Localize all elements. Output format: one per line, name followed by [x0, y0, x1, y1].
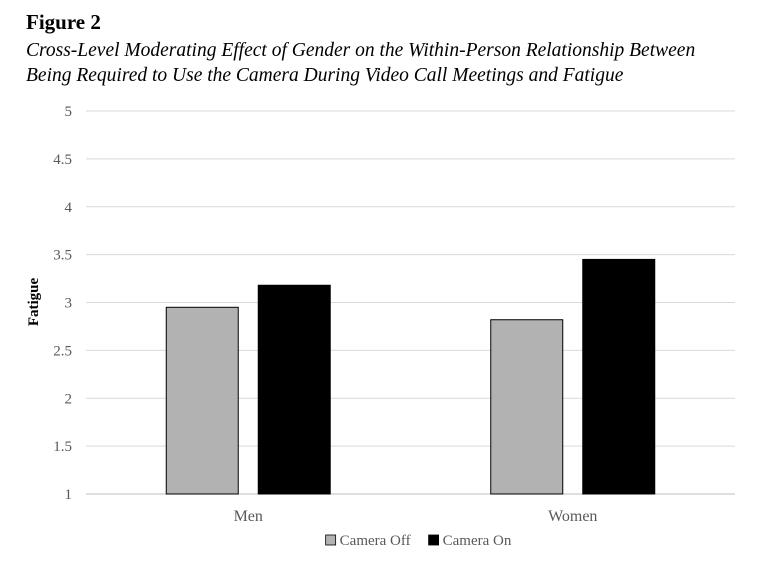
y-tick-label: 3.5 — [53, 248, 72, 264]
legend-swatch — [428, 534, 440, 546]
bar-camera-off-men — [165, 306, 239, 495]
y-axis-tick-labels: 1 1.5 2 2.5 3 3.5 4 4.5 5 — [53, 104, 72, 503]
y-tick-label: 2.5 — [53, 343, 72, 359]
figure-caption: Cross-Level Moderating Effect of Gender … — [26, 38, 751, 88]
y-tick-label: 5 — [65, 104, 73, 120]
legend-swatch — [325, 534, 337, 546]
bar-camera-off-women — [490, 319, 564, 495]
figure-caption-line-1: Cross-Level Moderating Effect of Gender … — [26, 40, 696, 61]
legend-item-camera-off: Camera Off — [325, 533, 411, 549]
x-tick-label: Women — [548, 508, 597, 525]
legend: Camera Off Camera On — [325, 533, 512, 549]
bar-camera-on-women — [582, 258, 656, 495]
y-tick-label: 3 — [65, 296, 73, 312]
y-tick-label: 1.5 — [53, 439, 72, 455]
x-axis-tick-labels: Men Women — [234, 508, 598, 525]
legend-label: Camera Off — [340, 533, 411, 549]
bars — [165, 258, 656, 495]
x-tick-label: Men — [234, 508, 263, 525]
bar-camera-on-men — [257, 284, 331, 495]
y-axis-label: Fatigue — [26, 277, 42, 326]
legend-item-camera-on: Camera On — [428, 533, 512, 549]
y-tick-label: 4.5 — [53, 152, 72, 168]
y-tick-label: 4 — [65, 200, 73, 216]
figure-caption-line-2: Being Required to Use the Camera During … — [26, 65, 624, 86]
y-tick-label: 2 — [65, 391, 73, 407]
y-tick-label: 1 — [65, 487, 73, 503]
figure-label: Figure 2 — [26, 10, 101, 34]
legend-label: Camera On — [443, 533, 512, 549]
